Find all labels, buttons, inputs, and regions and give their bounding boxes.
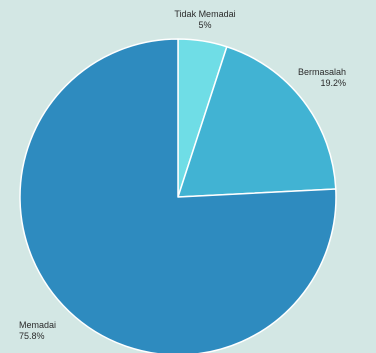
pie-slice-bermasalah <box>177 45 337 198</box>
slice-label-value: 5% <box>198 20 211 30</box>
pie-slices <box>19 38 337 353</box>
slice-label-name: Tidak Memadai <box>174 9 235 19</box>
pie-slice-memadai <box>19 38 337 353</box>
slice-label-name: Memadai <box>19 320 56 330</box>
slice-label-value: 75.8% <box>19 331 45 341</box>
slice-label-name: Bermasalah <box>298 67 346 77</box>
slice-label-value: 19.2% <box>320 78 346 88</box>
